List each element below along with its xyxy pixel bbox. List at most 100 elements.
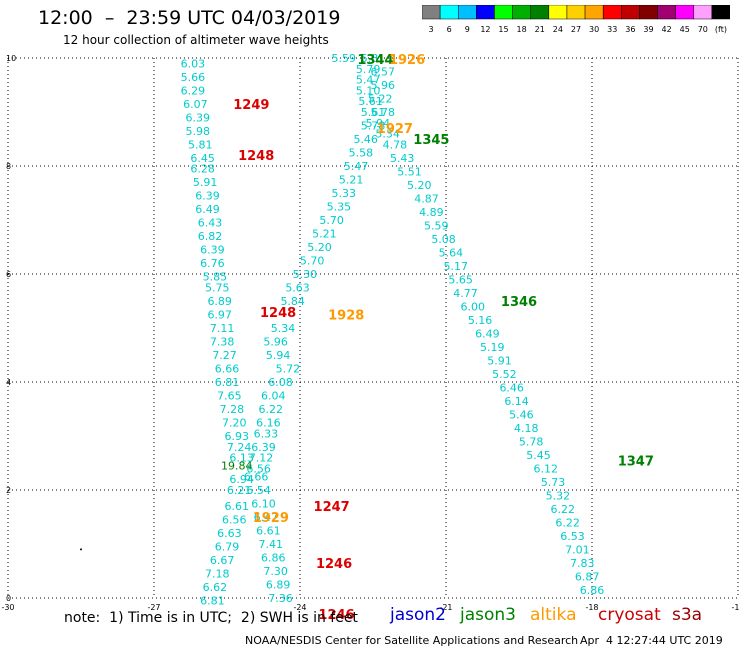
wave-height-value: 7.65 <box>217 390 242 403</box>
wave-height-value: 5.34 <box>271 322 296 335</box>
wave-height-value: 6.22 <box>259 403 284 416</box>
y-tick-label: 10 <box>6 54 16 63</box>
colorbar-tick-label: 18 <box>517 25 527 34</box>
wave-height-value: 6.61 <box>224 500 249 513</box>
wave-height-value: 5.10 <box>356 84 381 97</box>
wave-height-value: 5.08 <box>431 233 456 246</box>
wave-height-value: 5.30 <box>293 268 318 281</box>
wave-height-value: 7.83 <box>570 557 595 570</box>
wave-height-value: 5.65 <box>448 273 473 286</box>
colorbar-swatch <box>711 5 730 20</box>
pass-time-label: 1246 <box>316 557 352 572</box>
wave-height-value: 5.75 <box>205 282 230 295</box>
colorbar-tick-label: 27 <box>571 25 581 34</box>
wave-height-value: 5.91 <box>193 176 218 189</box>
colorbar-tick-label: 15 <box>498 25 508 34</box>
pass-time-label: 1248 <box>260 306 296 321</box>
wave-height-value: 5.85 <box>203 271 228 284</box>
colorbar-tick-label: 39 <box>643 25 653 34</box>
pass-time-label: 1248 <box>238 149 274 164</box>
wave-height-value: 5.78 <box>519 435 544 448</box>
x-tick-label: -27 <box>147 603 160 612</box>
footer-timestamp: Apr 4 12:27:44 UTC 2019 <box>580 634 723 647</box>
colorbar-tick-label: 3 <box>429 25 434 34</box>
legend-jason2: jason2 <box>390 605 446 625</box>
wave-height-value: 5.79 <box>356 63 381 76</box>
wave-height-value: 7.36 <box>268 592 293 605</box>
wave-height-value: 5.59 <box>424 219 449 232</box>
wave-height-value: 7.27 <box>212 349 237 362</box>
wave-height-value: 4.89 <box>419 206 444 219</box>
wave-height-value: 5.19 <box>480 341 505 354</box>
wave-height-value: 7.11 <box>210 322 235 335</box>
wave-height-value: 6.08 <box>268 376 293 389</box>
wave-height-value: 5.98 <box>186 125 211 138</box>
wave-height-value: 5.61 <box>361 106 386 119</box>
wave-height-value: 5.20 <box>307 241 332 254</box>
wave-height-value: 5.81 <box>361 52 386 65</box>
wave-height-value: 5.21 <box>312 228 337 241</box>
colorbar-tick-label: 24 <box>553 25 563 34</box>
colorbar-tick-label: 45 <box>680 25 690 34</box>
wave-height-value: 4.87 <box>414 192 439 205</box>
wave-height-value: 6.86 <box>580 584 605 597</box>
wave-height-value: 5.16 <box>468 314 493 327</box>
wave-height-value: 6.39 <box>200 244 225 257</box>
colorbar-tick-label: 36 <box>625 25 635 34</box>
wave-height-value: 5.81 <box>188 138 213 151</box>
wave-height-value: 5.96 <box>263 336 288 349</box>
wave-height-value: 6.29 <box>181 84 206 97</box>
wave-height-value: 5.20 <box>407 179 432 192</box>
wave-height-value: 5.47 <box>344 160 369 173</box>
pass-time-label: 1345 <box>413 133 449 148</box>
wave-height-value: 5.78 <box>361 120 386 133</box>
wave-height-value: 6.22 <box>555 516 580 529</box>
wave-height-value: 5.59 <box>332 52 357 65</box>
pass-time-label: 1347 <box>618 454 654 469</box>
wave-height-value: 6.54 <box>246 484 271 497</box>
colorbar-tick-label: 33 <box>607 25 617 34</box>
wave-height-value: 5.78 <box>370 106 395 119</box>
wave-height-value: 6.16 <box>256 417 281 430</box>
wave-height-value: 5.64 <box>439 246 464 259</box>
y-tick-label: 4 <box>6 378 11 387</box>
legend-altika: altika <box>530 605 577 625</box>
x-tick-label: -30 <box>1 603 14 612</box>
wave-height-value: 7.20 <box>222 417 247 430</box>
wave-height-value: 6.87 <box>575 570 600 583</box>
wave-height-value: 5.58 <box>349 147 374 160</box>
wave-height-value: 4.18 <box>514 422 539 435</box>
wave-height-value: 6.03 <box>181 57 206 70</box>
pass-time-label: 1927 <box>377 122 413 137</box>
pass-time-label: 1344 <box>357 53 393 68</box>
wave-height-value: 6.39 <box>186 111 211 124</box>
pass-time-label: 1928 <box>328 309 364 324</box>
y-tick-label: 8 <box>6 162 11 171</box>
units-note: note: 1) Time is in UTC; 2) SWH is in fe… <box>64 610 358 626</box>
wave-height-value: 6.07 <box>183 98 208 111</box>
wave-height-value: 6.33 <box>254 427 279 440</box>
pass-time-label: 1929 <box>253 511 289 526</box>
colorbar-tick-label: (ft) <box>715 25 727 34</box>
wave-height-value: 6.56 <box>246 462 271 475</box>
wave-height-value: 5.35 <box>327 201 352 214</box>
wave-height-value: 6.66 <box>244 471 269 484</box>
wave-height-value: 5.52 <box>492 368 517 381</box>
wave-height-value: 6.56 <box>222 514 247 527</box>
wave-height-value: 6.81 <box>200 595 225 608</box>
wave-height-value: 5.63 <box>285 282 310 295</box>
y-tick-label: 6 <box>6 270 11 279</box>
wave-height-value: 5.21 <box>339 174 364 187</box>
pass-time-label: 1926 <box>389 53 425 68</box>
wave-height-value: 6.13 <box>229 452 254 465</box>
x-tick-label: -18 <box>585 603 598 612</box>
x-tick-label: -21 <box>439 603 452 612</box>
x-tick-label: -24 <box>293 603 306 612</box>
wave-height-value: 6.89 <box>207 295 232 308</box>
legend-s3a: s3a <box>672 605 703 625</box>
wave-height-value: 6.14 <box>504 395 529 408</box>
wave-height-value: 5.70 <box>319 214 344 227</box>
wave-height-value: 7.12 <box>249 452 274 465</box>
